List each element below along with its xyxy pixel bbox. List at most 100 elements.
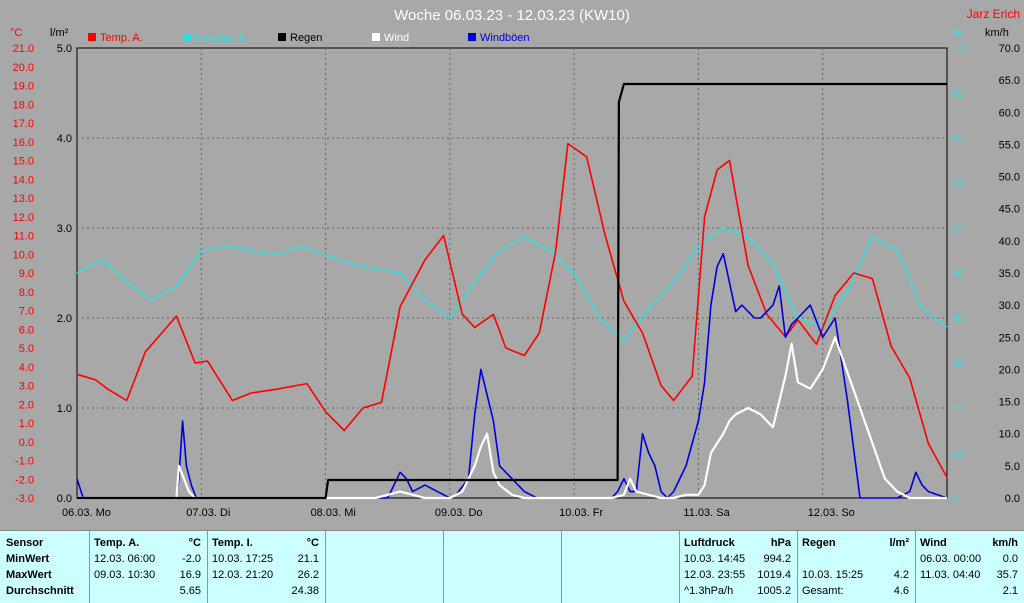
stats-row: 11.03. 04:40 35.7 bbox=[916, 567, 1024, 583]
stats-unit: °C bbox=[188, 537, 201, 549]
wind-unit-label: km/h bbox=[985, 27, 1009, 39]
rain-series bbox=[77, 82, 947, 500]
x-tick-label: 08.03. Mi bbox=[311, 507, 356, 519]
stats-time: 06.03. 00:00 bbox=[920, 553, 982, 565]
rain-tick-label: 2.0 bbox=[57, 313, 72, 325]
temp-tick-label: 17.0 bbox=[13, 118, 34, 130]
legend-label: Temp. A. bbox=[100, 32, 143, 44]
legend-swatch bbox=[88, 33, 96, 41]
x-tick-label: 07.03. Di bbox=[186, 507, 230, 519]
stats-column bbox=[326, 531, 444, 603]
wind-tick-label: 45.0 bbox=[999, 204, 1020, 216]
temp-tick-label: 15.0 bbox=[13, 156, 34, 168]
stats-time: 10.03. 14:45 bbox=[684, 553, 746, 565]
stats-row: 2.1 bbox=[916, 583, 1024, 599]
temp-tick-label: 3.0 bbox=[19, 381, 34, 393]
humidity-tick-label: 20 bbox=[952, 403, 964, 415]
stats-value: 994.2 bbox=[763, 553, 791, 565]
y-tick-labels: -3.0 -2.0 -1.0 0.0 1.0 2.0 3.0 4.0 5.0 6.0 7.0 8.0 9… bbox=[13, 43, 1020, 505]
stats-value: 26.2 bbox=[297, 569, 319, 581]
stats-time: ^1.3hPa/h bbox=[684, 585, 734, 597]
stats-column: Temp. A. °C 12.03. 06:00 -2.0 09.03. 10:30 16… bbox=[90, 531, 208, 603]
temp-tick-label: 13.0 bbox=[13, 193, 34, 205]
chart-title: Woche 06.03.23 - 12.03.23 (KW10) bbox=[394, 7, 630, 24]
wind-tick-label: 20.0 bbox=[999, 364, 1020, 376]
stats-header-row bbox=[562, 535, 679, 551]
legend-label: Feuchte A. bbox=[195, 32, 248, 44]
wind-tick-label: 25.0 bbox=[999, 332, 1020, 344]
legend: Temp. A. Feuchte A. Regen Wind Windböen bbox=[88, 32, 530, 44]
stats-column: Luftdruck hPa 10.03. 14:45 994.2 12.03. 23:5… bbox=[680, 531, 798, 603]
temp-tick-label: 16.0 bbox=[13, 137, 34, 149]
x-tick-label: 10.03. Fr bbox=[559, 507, 603, 519]
stats-time: 12.03. 06:00 bbox=[94, 553, 156, 565]
legend-swatch bbox=[278, 33, 286, 41]
humidity-tick-label: 90 bbox=[952, 88, 964, 100]
stats-time: Gesamt: bbox=[802, 585, 844, 597]
stats-header-row: Regen l/m² bbox=[798, 535, 915, 551]
rain-tick-label: 4.0 bbox=[57, 133, 72, 145]
wind-tick-label: 30.0 bbox=[999, 300, 1020, 312]
stats-value: 2.1 bbox=[1002, 585, 1018, 597]
temp-tick-label: -1.0 bbox=[15, 456, 34, 468]
temp-tick-label: -3.0 bbox=[15, 493, 34, 505]
stats-row: 06.03. 00:00 0.0 bbox=[916, 551, 1024, 567]
stats-row: 12.03. 23:55 1019.4 bbox=[680, 567, 797, 583]
stats-row: 10.03. 15:25 4.2 bbox=[798, 567, 915, 583]
legend-label: Windböen bbox=[480, 32, 530, 44]
stats-header: Luftdruck bbox=[684, 537, 735, 549]
stats-row: Gesamt: 4.6 bbox=[798, 583, 915, 599]
stats-value: 5.65 bbox=[179, 585, 201, 597]
humidity-series bbox=[76, 227, 948, 342]
stats-header-row bbox=[326, 535, 443, 551]
stats-row: 12.03. 21:20 26.2 bbox=[208, 567, 325, 583]
temp-tick-label: 4.0 bbox=[19, 362, 34, 374]
stats-value: -2.0 bbox=[182, 553, 201, 565]
temperature-series bbox=[76, 142, 948, 478]
wind-tick-label: 40.0 bbox=[999, 236, 1020, 248]
legend-label: Wind bbox=[384, 32, 409, 44]
weather-chart: Woche 06.03.23 - 12.03.23 (KW10) Jarz Er… bbox=[10, 7, 1020, 519]
stats-row: Durchschnitt bbox=[0, 583, 89, 599]
stats-header: Temp. I. bbox=[212, 537, 253, 549]
temp-tick-label: 11.0 bbox=[13, 231, 34, 243]
wind-tick-label: 50.0 bbox=[999, 172, 1020, 184]
stats-value: 0.0 bbox=[1002, 553, 1018, 565]
temp-tick-label: 0.0 bbox=[19, 437, 34, 449]
humidity-tick-label: 30 bbox=[952, 358, 964, 370]
statistics-table: Sensor MinWert MaxWert Durchschnitt Temp. A.… bbox=[0, 530, 1024, 603]
stats-header: Temp. A. bbox=[94, 537, 140, 549]
x-tick-label: 09.03. Do bbox=[435, 507, 483, 519]
temp-tick-label: 20.0 bbox=[13, 62, 34, 74]
humidity-tick-label: 100 bbox=[952, 43, 970, 55]
stats-row-label: Sensor bbox=[6, 537, 44, 549]
wind-tick-label: 15.0 bbox=[999, 397, 1020, 409]
temp-tick-label: 1.0 bbox=[19, 418, 34, 430]
stats-unit: °C bbox=[306, 537, 319, 549]
stats-row: 24.38 bbox=[208, 583, 325, 599]
temp-tick-label: -2.0 bbox=[15, 474, 34, 486]
humidity-tick-label: 50 bbox=[952, 268, 964, 280]
temp-tick-label: 7.0 bbox=[19, 306, 34, 318]
stats-value: 21.1 bbox=[297, 553, 319, 565]
stats-time: 12.03. 21:20 bbox=[212, 569, 274, 581]
stats-row: MinWert bbox=[0, 551, 89, 567]
wind-tick-label: 10.0 bbox=[999, 429, 1020, 441]
stats-time: 10.03. 17:25 bbox=[212, 553, 274, 565]
temp-tick-label: 9.0 bbox=[19, 268, 34, 280]
temp-tick-label: 12.0 bbox=[13, 212, 34, 224]
stats-column: Wind km/h 06.03. 00:00 0.0 11.03. 04:40 35.7 2… bbox=[916, 531, 1024, 603]
stats-row: Sensor bbox=[0, 535, 89, 551]
stats-value: 1005.2 bbox=[757, 585, 791, 597]
temp-tick-label: 21.0 bbox=[13, 43, 34, 55]
temp-tick-label: 6.0 bbox=[19, 324, 34, 336]
wind-series bbox=[77, 336, 947, 500]
stats-column: Sensor MinWert MaxWert Durchschnitt bbox=[0, 531, 90, 603]
stats-value: 35.7 bbox=[996, 569, 1018, 581]
temp-tick-label: 19.0 bbox=[13, 81, 34, 93]
stats-row: ^1.3hPa/h 1005.2 bbox=[680, 583, 797, 599]
humidity-tick-label: 80 bbox=[952, 133, 964, 145]
rain-tick-label: 3.0 bbox=[57, 223, 72, 235]
stats-header-row: Wind km/h bbox=[916, 535, 1024, 551]
rain-tick-label: 0.0 bbox=[57, 493, 72, 505]
